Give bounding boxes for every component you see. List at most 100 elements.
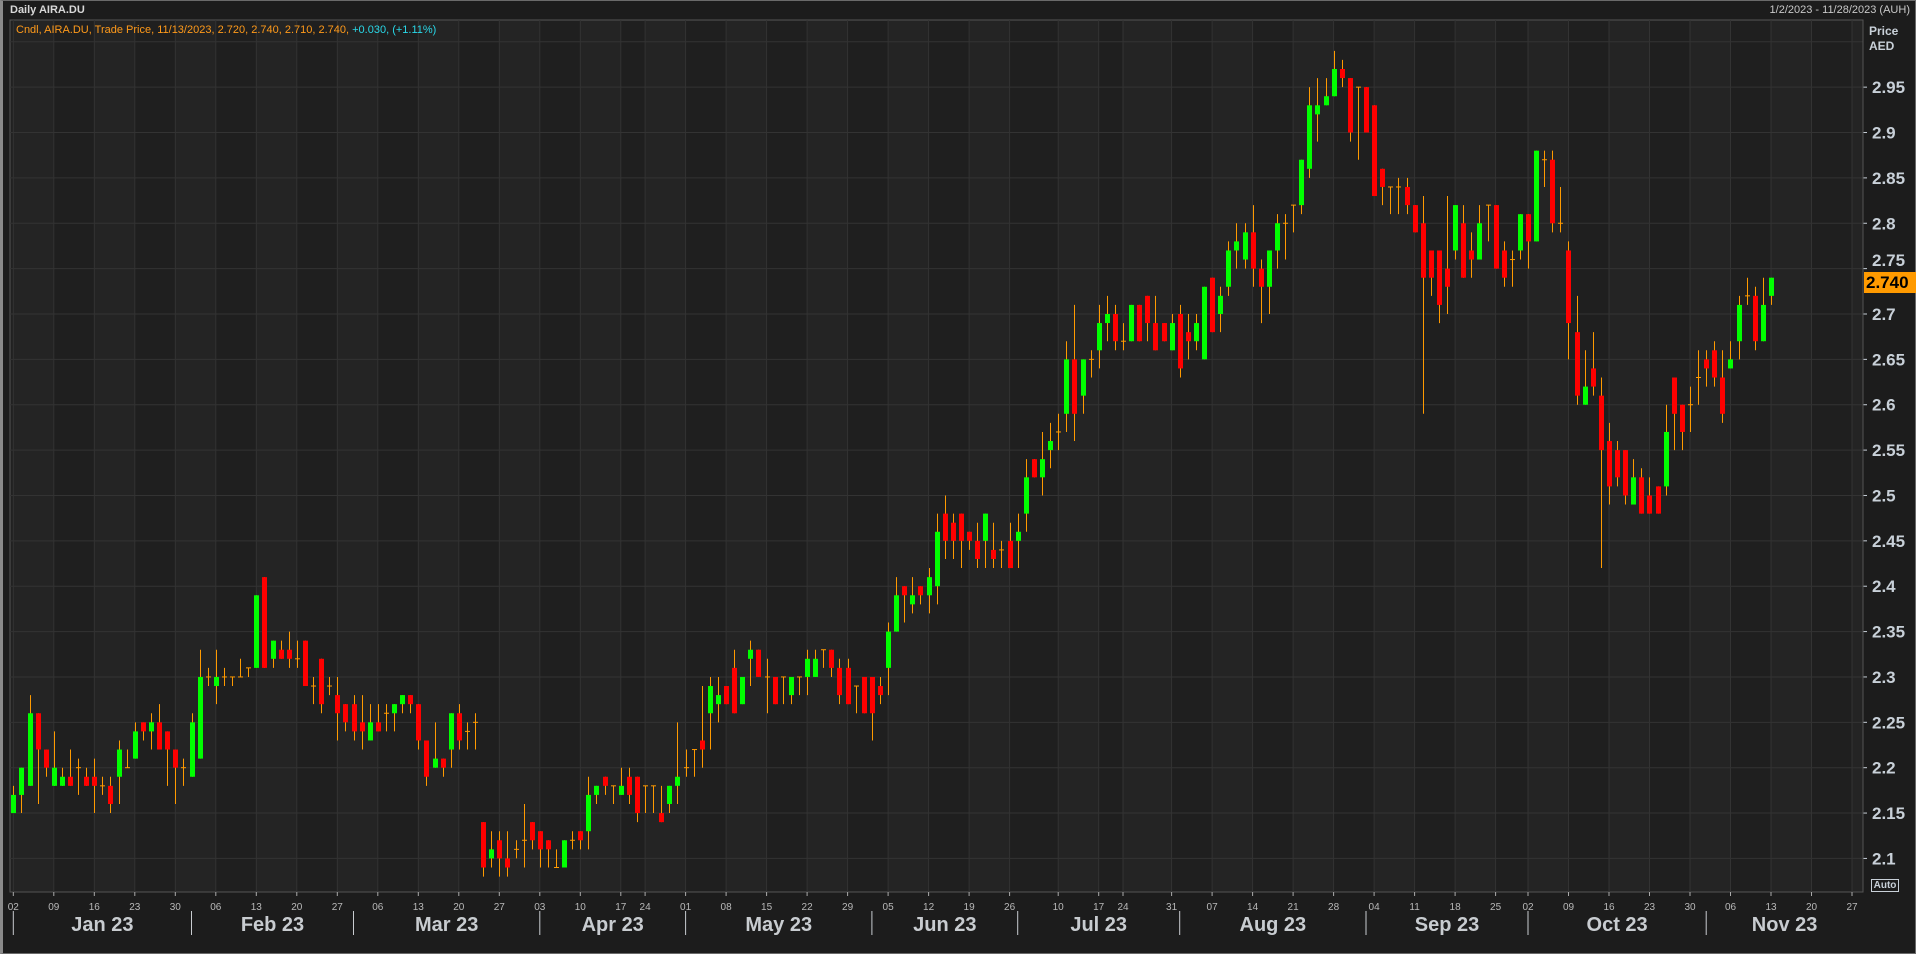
candle-down[interactable]: [837, 667, 842, 696]
candle-down[interactable]: [287, 649, 292, 659]
candle-up[interactable]: [1299, 159, 1304, 206]
candle-down[interactable]: [376, 722, 381, 732]
candle-down[interactable]: [1623, 450, 1628, 496]
candle-up[interactable]: [1243, 232, 1248, 260]
candle-up[interactable]: [1307, 105, 1312, 169]
candle-down[interactable]: [902, 586, 907, 596]
candle-down[interactable]: [1680, 404, 1685, 432]
candle-down[interactable]: [303, 640, 308, 687]
candle-down[interactable]: [878, 686, 883, 696]
candle-down[interactable]: [1153, 323, 1158, 351]
candle-up[interactable]: [254, 595, 259, 668]
candle-down[interactable]: [497, 840, 502, 859]
candle-up[interactable]: [28, 713, 33, 786]
candle-down[interactable]: [157, 722, 162, 750]
candle-up[interactable]: [619, 785, 624, 795]
candle-up[interactable]: [667, 785, 672, 804]
candle-down[interactable]: [343, 704, 348, 723]
candle-down[interactable]: [1615, 450, 1620, 478]
candle-up[interactable]: [392, 704, 397, 714]
candle-up[interactable]: [1737, 304, 1742, 342]
candle-up[interactable]: [1064, 359, 1069, 414]
candle-down[interactable]: [1364, 87, 1369, 133]
candle-down[interactable]: [335, 695, 340, 714]
candle-down[interactable]: [1712, 350, 1717, 378]
candle-up[interactable]: [1170, 323, 1175, 351]
candle-up[interactable]: [789, 676, 794, 696]
candle-up[interactable]: [1016, 531, 1021, 541]
candle-down[interactable]: [1494, 205, 1499, 269]
candle-down[interactable]: [1656, 486, 1661, 514]
candle-up[interactable]: [449, 713, 454, 750]
candle-down[interactable]: [1720, 377, 1725, 414]
candle-down[interactable]: [424, 740, 429, 777]
candle-down[interactable]: [1469, 250, 1474, 260]
candle-down[interactable]: [1210, 277, 1215, 333]
candle-up[interactable]: [117, 749, 122, 777]
candle-down[interactable]: [1461, 223, 1466, 278]
candle-down[interactable]: [546, 840, 551, 850]
candle-down[interactable]: [991, 549, 996, 559]
candle-down[interactable]: [603, 776, 608, 786]
candle-up[interactable]: [214, 676, 219, 687]
candle-down[interactable]: [68, 776, 73, 786]
candle-up[interactable]: [400, 695, 405, 705]
candle-up[interactable]: [52, 767, 57, 786]
candle-down[interactable]: [1251, 232, 1256, 269]
candle-down[interactable]: [481, 822, 486, 868]
candle-up[interactable]: [983, 513, 988, 541]
candle-up[interactable]: [149, 722, 154, 732]
candle-up[interactable]: [1234, 241, 1239, 251]
candle-down[interactable]: [352, 704, 357, 732]
candle-up[interactable]: [1048, 441, 1053, 451]
candle-down[interactable]: [165, 731, 170, 750]
candle-down[interactable]: [1008, 540, 1013, 569]
candle-down[interactable]: [829, 649, 834, 668]
candle-down[interactable]: [173, 749, 178, 768]
candle-up[interactable]: [190, 722, 195, 777]
candle-down[interactable]: [1599, 395, 1604, 451]
candle-down[interactable]: [1405, 186, 1410, 206]
candle-up[interactable]: [489, 849, 494, 859]
candle-down[interactable]: [441, 758, 446, 768]
candle-down[interactable]: [578, 831, 583, 841]
candle-up[interactable]: [1202, 286, 1207, 360]
candle-down[interactable]: [1429, 250, 1434, 278]
candle-up[interactable]: [133, 731, 138, 759]
candle-down[interactable]: [967, 531, 972, 541]
candle-down[interactable]: [1137, 304, 1142, 342]
candle-up[interactable]: [1631, 477, 1636, 505]
candle-up[interactable]: [886, 631, 891, 668]
candle-down[interactable]: [951, 522, 956, 541]
candle-up[interactable]: [586, 794, 591, 832]
candle-up[interactable]: [271, 640, 276, 659]
candle-up[interactable]: [1769, 277, 1774, 296]
candle-down[interactable]: [1421, 223, 1426, 278]
candle-down[interactable]: [44, 749, 49, 768]
candle-up[interactable]: [708, 686, 713, 714]
candle-down[interactable]: [870, 676, 875, 714]
candle-down[interactable]: [659, 813, 664, 823]
candle-up[interactable]: [1040, 459, 1045, 478]
candle-up[interactable]: [1583, 386, 1588, 405]
candle-up[interactable]: [927, 577, 932, 596]
candle-down[interactable]: [1032, 459, 1037, 478]
candle-down[interactable]: [1607, 441, 1612, 487]
candle-up[interactable]: [894, 595, 899, 632]
candle-down[interactable]: [732, 667, 737, 714]
candle-down[interactable]: [1072, 359, 1077, 414]
candle-down[interactable]: [530, 822, 535, 841]
candle-down[interactable]: [141, 722, 146, 732]
candle-down[interactable]: [756, 649, 761, 677]
candle-down[interactable]: [457, 713, 462, 741]
candle-down[interactable]: [1372, 105, 1377, 197]
candle-up[interactable]: [1518, 214, 1523, 251]
candle-up[interactable]: [1534, 150, 1539, 242]
candle-down[interactable]: [279, 649, 284, 659]
candle-down[interactable]: [84, 776, 89, 786]
candle-down[interactable]: [1445, 268, 1450, 287]
candle-down[interactable]: [1162, 323, 1167, 342]
candle-up[interactable]: [562, 840, 567, 868]
candle-down[interactable]: [1672, 377, 1677, 414]
candle-down[interactable]: [408, 695, 413, 705]
